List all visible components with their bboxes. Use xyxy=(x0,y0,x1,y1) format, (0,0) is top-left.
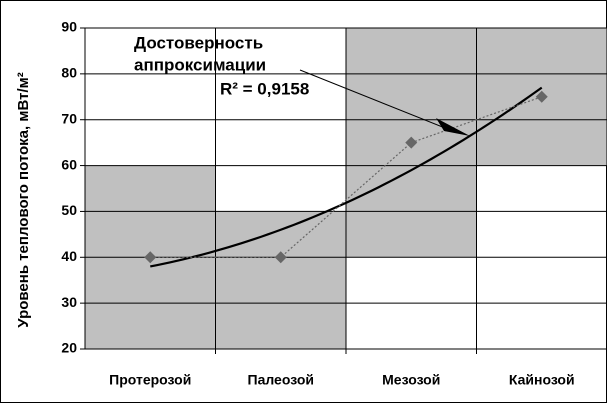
annotation-line: аппроксимации xyxy=(134,55,266,74)
y-tick-label: 60 xyxy=(61,156,77,172)
annotation-line: Достоверность xyxy=(134,33,263,52)
marker xyxy=(144,251,157,264)
x-tick-label: Палеозой xyxy=(248,372,314,388)
marker xyxy=(535,90,548,103)
y-tick-label: 90 xyxy=(61,19,77,35)
y-tick-label: 50 xyxy=(61,202,77,218)
annotation-arrow xyxy=(299,69,456,133)
y-tick-label: 30 xyxy=(61,294,77,310)
arrow-head xyxy=(436,118,470,136)
trendline xyxy=(150,86,543,268)
y-tick-label: 40 xyxy=(61,248,77,264)
range-band xyxy=(215,211,346,349)
r2-label: R² = 0,9158 xyxy=(220,79,309,98)
y-tick-label: 70 xyxy=(61,110,77,126)
x-tick-label: Мезозой xyxy=(382,372,440,388)
y-tick-label: 20 xyxy=(61,340,77,356)
marker xyxy=(405,136,418,149)
y-axis-label: Уровень теплового потока, мВт/м² xyxy=(15,72,32,327)
x-tick-label: Кайнозой xyxy=(509,372,575,388)
y-tick-label: 80 xyxy=(61,65,77,81)
data-line xyxy=(150,96,542,258)
marker xyxy=(274,251,287,264)
x-tick-label: Протерозой xyxy=(109,372,191,388)
plot-area xyxy=(80,27,607,354)
